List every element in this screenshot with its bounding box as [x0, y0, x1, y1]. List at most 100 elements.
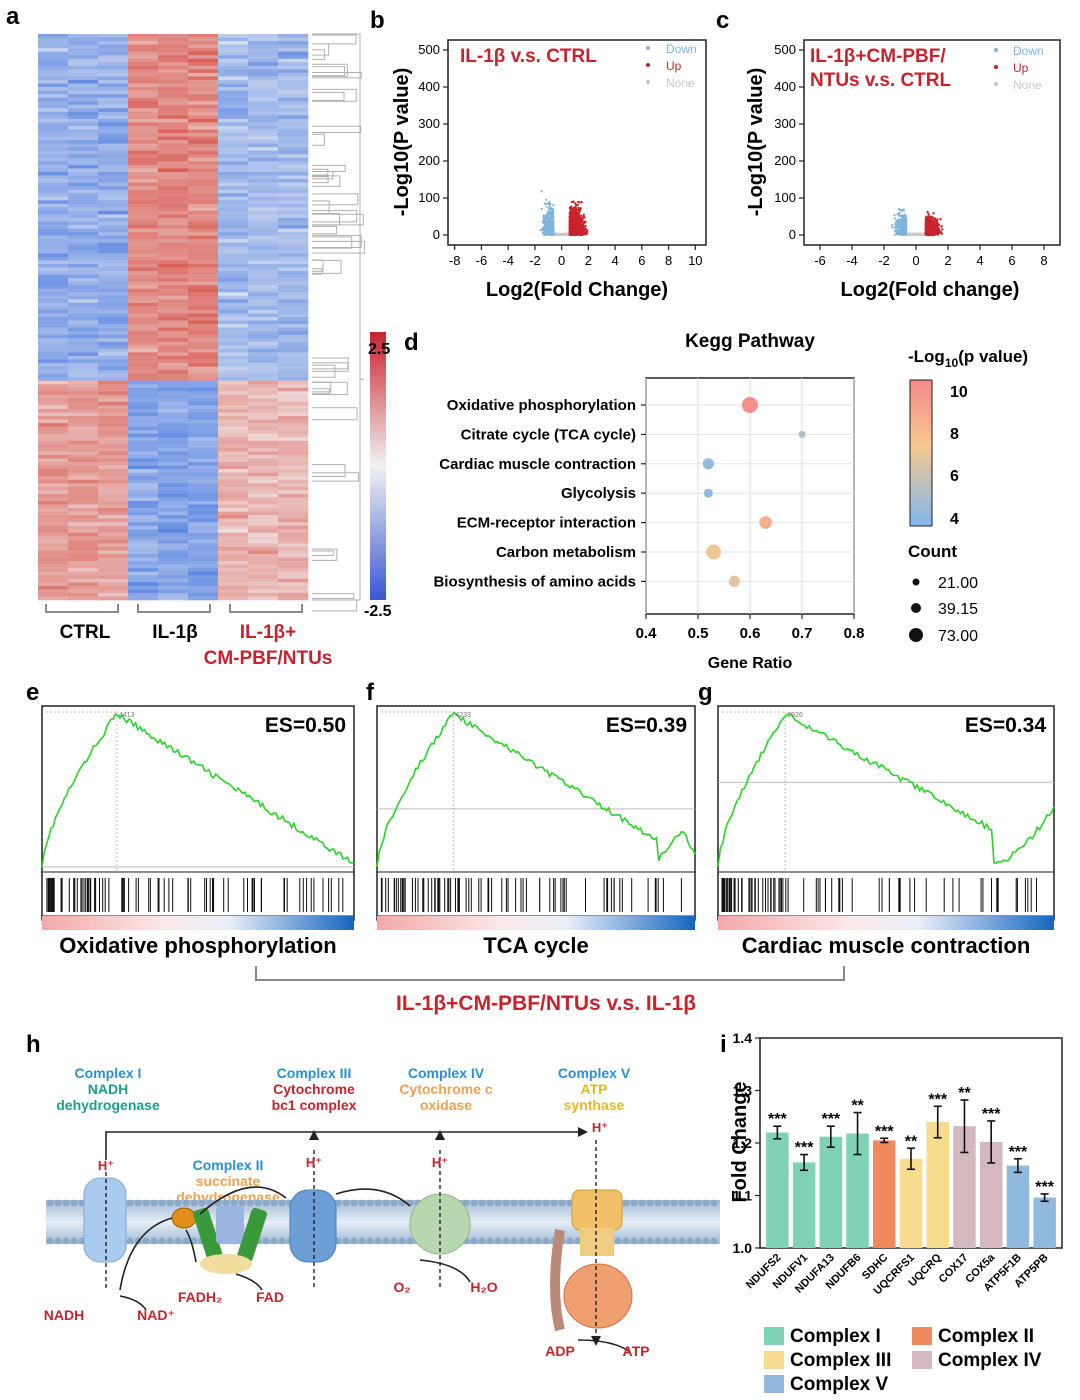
- heatmap-cell: [218, 490, 249, 495]
- bar: [846, 1133, 869, 1248]
- volcano-point: [932, 221, 935, 224]
- heatmap-cell: [188, 451, 219, 456]
- heatmap-cell: [128, 447, 159, 452]
- heatmap-cell: [188, 97, 219, 102]
- heatmap-cell: [278, 578, 309, 583]
- lipid-head: [150, 1237, 158, 1245]
- heatmap-cell: [38, 561, 69, 565]
- heatmap-cell: [158, 228, 189, 233]
- volcano-point: [548, 226, 551, 230]
- heatmap-cell: [128, 161, 159, 166]
- heatmap-cell: [218, 256, 249, 261]
- heatmap-cell: [98, 444, 129, 449]
- heatmap-cell: [98, 196, 129, 201]
- heatmap-cell: [98, 267, 129, 272]
- heatmap-cell: [68, 596, 99, 601]
- heatmap-cell: [218, 469, 249, 473]
- kegg-xtick: 0.6: [740, 625, 761, 642]
- heatmap-cell: [158, 150, 189, 155]
- complex3-title: Complex III: [277, 1065, 352, 1081]
- heatmap-cell: [218, 136, 249, 141]
- heatmap-cell: [98, 345, 129, 350]
- heatmap-cell: [98, 398, 129, 403]
- volcano-point: [568, 231, 572, 234]
- heatmap-cell: [248, 522, 279, 527]
- heatmap-cell: [68, 278, 99, 282]
- heatmap-cell: [158, 168, 189, 173]
- kegg-point: [728, 575, 741, 588]
- heatmap-cell: [68, 193, 99, 198]
- heatmap-cell: [128, 196, 159, 201]
- heatmap-cell: [278, 561, 309, 565]
- volcano-point: [542, 228, 545, 232]
- volcano-point: [543, 225, 546, 228]
- heatmap-cell: [98, 486, 129, 491]
- group-treated-line1: IL-1β+: [240, 622, 296, 643]
- significance-label: **: [851, 1098, 864, 1115]
- heatmap-cell: [98, 359, 129, 364]
- heatmap-cell: [98, 324, 129, 328]
- volcano-point: [570, 227, 573, 230]
- heatmap-cell: [128, 500, 159, 505]
- heatmap-cell: [158, 44, 189, 49]
- heatmap-cell: [38, 44, 69, 49]
- heatmap-cell: [128, 529, 159, 534]
- heatmap-cell: [158, 263, 189, 268]
- volcano-point: [542, 216, 545, 219]
- heatmap-cell: [278, 582, 309, 587]
- heatmap-cell: [128, 87, 159, 91]
- heatmap-cell: [128, 352, 159, 357]
- lipid-head: [686, 1199, 694, 1207]
- heatmap-cell: [38, 48, 69, 52]
- heatmap-cell: [278, 550, 309, 555]
- heatmap-cell: [158, 108, 189, 113]
- gsea-enrichment-curve: [717, 713, 1055, 868]
- heatmap-cell: [38, 253, 69, 258]
- heatmap-cell: [68, 147, 99, 152]
- lipid-head: [670, 1199, 678, 1207]
- heatmap-cell: [128, 430, 159, 435]
- heatmap-cell: [278, 398, 309, 403]
- heatmap-cell: [38, 362, 69, 367]
- heatmap-cell: [248, 525, 279, 530]
- heatmap-cell: [248, 200, 279, 205]
- heatmap-cell: [68, 79, 99, 84]
- heatmap-cell: [38, 373, 69, 378]
- nadh-label: NADH: [44, 1307, 84, 1323]
- heatmap-cell: [68, 430, 99, 435]
- heatmap-cell: [38, 536, 69, 541]
- heatmap-cell: [68, 320, 99, 325]
- heatmap-cell: [278, 490, 309, 495]
- heatmap-cell: [248, 416, 279, 420]
- heatmap-cell: [98, 546, 129, 551]
- heatmap-cell: [128, 536, 159, 541]
- count-swatch-mid: [911, 603, 921, 613]
- heatmap-cell: [68, 267, 99, 272]
- heatmap-cell: [248, 65, 279, 70]
- heatmap-cell: [188, 423, 219, 427]
- heatmap-cell: [218, 306, 249, 311]
- heatmap-cell: [38, 115, 69, 120]
- heatmap-cell: [278, 345, 309, 350]
- heatmap-cell: [158, 327, 189, 332]
- heatmap-cell: [98, 564, 129, 569]
- lipid-head: [174, 1199, 182, 1207]
- heatmap-cell: [68, 373, 99, 378]
- heatmap-cell: [38, 168, 69, 173]
- volcano-point: [551, 209, 554, 212]
- heatmap-cell: [158, 377, 189, 381]
- complex2-sub1: succinate: [196, 1173, 261, 1189]
- heatmap-cell: [98, 578, 129, 583]
- lipid-head: [382, 1199, 390, 1207]
- heatmap-cell: [158, 380, 189, 385]
- heatmap-cell: [248, 447, 279, 452]
- volcano-point: [572, 223, 576, 226]
- heatmap-cell: [158, 72, 189, 77]
- heatmap-cell: [218, 140, 249, 144]
- heatmap-cell: [68, 313, 99, 318]
- heatmap-cell: [188, 150, 219, 155]
- heatmap-cell: [248, 157, 279, 162]
- heatmap-cell: [128, 147, 159, 152]
- heatmap-cell: [278, 416, 309, 420]
- lipid-head: [574, 1237, 582, 1245]
